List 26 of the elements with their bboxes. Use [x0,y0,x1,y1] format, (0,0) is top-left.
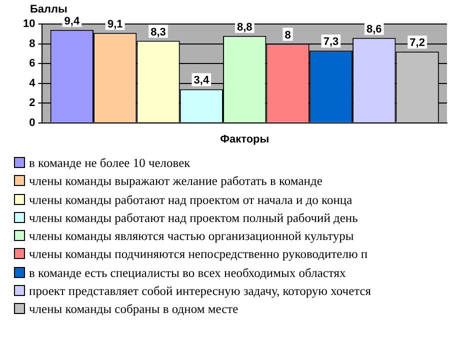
data-label: 8,8 [236,21,252,34]
legend-label: члены команды работают над проектом полный рабочий день [29,210,358,225]
data-label: 8,6 [366,23,382,36]
legend-label: члены команды работают над проектом от начала и до конца [29,192,352,207]
data-label: 7,2 [410,37,425,50]
data-label: 9,1 [107,18,123,30]
legend-label: проект представляет собой интересную задачу, которую хочется [29,284,372,298]
legend-label: в команде есть специалисты во всех необходимых областях [29,266,346,280]
x-axis-title: Факторы [220,133,270,146]
data-label: 7,3 [323,36,339,48]
y-tick-label: 2 [29,97,36,110]
legend-label: члены команды собраны в одном месте [29,302,238,316]
y-tick-label: 4 [29,77,36,90]
legend-label: в команде не более 10 человек [29,156,190,170]
y-tick-label: 6 [29,58,36,70]
data-label: 3,4 [194,74,210,87]
data-label: 8,3 [150,26,166,38]
legend-label: члены команды подчиняются непосредственно руководителю п [29,247,368,262]
y-axis-title: Баллы [30,4,68,16]
legend-label: члены команды выражают желание работать в команде [29,174,322,188]
y-tick-label: 0 [29,116,36,129]
data-label: 9,4 [64,15,80,28]
data-label: 8 [284,29,291,42]
y-tick-label: 8 [29,38,36,50]
legend-label: члены команды являются частью организационной культуры [29,229,354,244]
y-tick-label: 10 [22,18,36,30]
